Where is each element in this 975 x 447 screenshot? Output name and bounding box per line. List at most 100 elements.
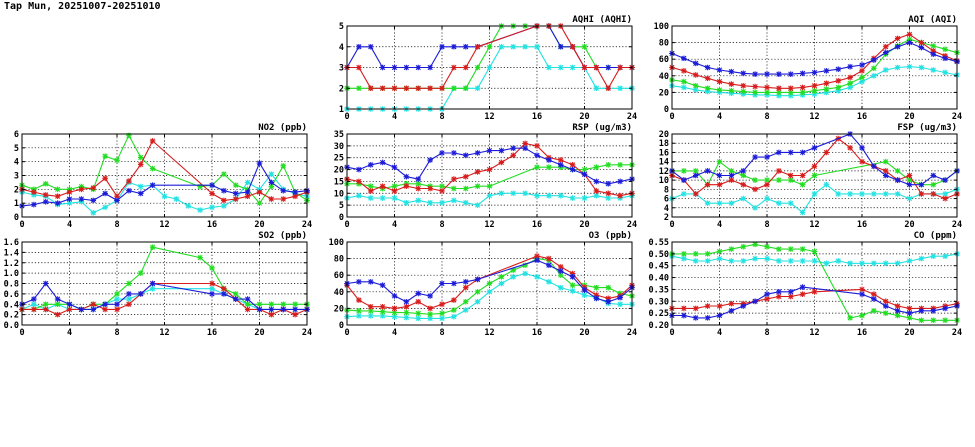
y-tick-label: 5 bbox=[14, 144, 19, 154]
data-point-red bbox=[557, 264, 564, 270]
data-point-red bbox=[379, 85, 386, 92]
data-point-green bbox=[379, 308, 386, 315]
chart-title: FSP (ug/m3) bbox=[897, 123, 957, 133]
data-point-cyan bbox=[704, 258, 711, 264]
data-point-green bbox=[692, 82, 699, 89]
data-point-green bbox=[356, 85, 362, 92]
x-tick-label: 24 bbox=[952, 112, 962, 122]
series-line-green bbox=[672, 161, 958, 186]
data-point-blue bbox=[605, 181, 612, 187]
data-point-red bbox=[569, 162, 576, 168]
data-point-cyan bbox=[379, 313, 386, 319]
x-tick-label: 20 bbox=[904, 328, 914, 338]
data-point-blue bbox=[918, 181, 925, 188]
data-point-green bbox=[593, 164, 600, 170]
data-point-red bbox=[356, 178, 362, 185]
data-point-green bbox=[391, 309, 398, 316]
x-tick-label: 12 bbox=[809, 220, 819, 230]
data-point-red bbox=[740, 82, 747, 89]
data-point-cyan bbox=[918, 255, 925, 262]
x-tick-label: 8 bbox=[114, 328, 119, 338]
data-point-red bbox=[356, 297, 362, 303]
data-point-green bbox=[871, 307, 877, 314]
data-point-blue bbox=[66, 196, 73, 202]
data-point-green bbox=[114, 157, 120, 164]
data-point-green bbox=[787, 246, 794, 252]
data-point-blue bbox=[280, 306, 287, 313]
data-point-green bbox=[617, 162, 623, 168]
data-point-cyan bbox=[379, 195, 386, 201]
data-point-cyan bbox=[906, 195, 913, 202]
chart-title: SO2 (ppb) bbox=[258, 231, 307, 241]
x-tick-label: 8 bbox=[114, 220, 119, 230]
data-point-red bbox=[728, 300, 735, 307]
data-point-red bbox=[882, 298, 889, 305]
data-point-green bbox=[439, 310, 445, 317]
data-point-green bbox=[268, 183, 275, 190]
y-tick-label: 10 bbox=[334, 189, 344, 199]
data-point-red bbox=[716, 78, 723, 85]
data-point-blue bbox=[356, 166, 362, 173]
chart-title: AQI (AQI) bbox=[908, 15, 957, 25]
y-tick-label: 40 bbox=[334, 288, 344, 298]
data-point-red bbox=[546, 255, 552, 262]
data-point-blue bbox=[811, 69, 818, 76]
data-point-red bbox=[403, 85, 410, 92]
data-point-cyan bbox=[439, 199, 445, 206]
data-point-red bbox=[811, 289, 818, 295]
data-point-cyan bbox=[764, 255, 770, 262]
data-point-blue bbox=[918, 307, 925, 314]
data-point-blue bbox=[617, 294, 623, 301]
data-point-blue bbox=[137, 291, 144, 297]
data-point-blue bbox=[546, 157, 552, 163]
data-point-blue bbox=[391, 293, 398, 299]
data-point-green bbox=[126, 280, 132, 287]
data-point-red bbox=[379, 303, 386, 310]
data-point-blue bbox=[799, 284, 806, 290]
data-point-green bbox=[930, 317, 937, 324]
data-point-green bbox=[752, 241, 758, 248]
data-point-blue bbox=[557, 268, 564, 274]
data-point-blue bbox=[787, 71, 794, 77]
data-point-red bbox=[593, 64, 600, 71]
data-point-blue bbox=[942, 177, 948, 183]
data-point-green bbox=[716, 87, 723, 93]
data-point-cyan bbox=[752, 204, 758, 211]
x-tick-label: 8 bbox=[439, 328, 444, 338]
data-point-red bbox=[391, 305, 398, 312]
y-tick-label: 4 bbox=[664, 204, 669, 214]
data-point-blue bbox=[137, 190, 144, 197]
data-point-cyan bbox=[823, 181, 830, 188]
data-point-red bbox=[799, 172, 806, 179]
data-point-blue bbox=[871, 163, 877, 170]
data-point-red bbox=[918, 191, 925, 197]
data-point-green bbox=[126, 132, 132, 139]
data-point-blue bbox=[557, 43, 564, 50]
data-point-cyan bbox=[894, 260, 901, 267]
data-point-green bbox=[149, 244, 156, 250]
x-tick-label: 16 bbox=[857, 220, 867, 230]
data-point-green bbox=[859, 312, 865, 319]
data-point-cyan bbox=[787, 258, 794, 264]
x-tick-label: 20 bbox=[579, 220, 589, 230]
series-line-red bbox=[672, 288, 958, 309]
data-point-blue bbox=[391, 164, 398, 170]
x-tick-label: 4 bbox=[392, 220, 397, 230]
y-tick-label: 1.4 bbox=[4, 248, 19, 258]
data-point-blue bbox=[31, 296, 37, 302]
data-point-green bbox=[546, 164, 552, 170]
data-point-blue bbox=[427, 293, 433, 299]
data-point-blue bbox=[232, 190, 239, 197]
y-tick-label: 6 bbox=[664, 195, 669, 205]
data-point-blue bbox=[906, 39, 913, 46]
x-tick-label: 0 bbox=[669, 112, 674, 122]
data-point-green bbox=[847, 80, 853, 87]
data-point-cyan bbox=[498, 280, 505, 287]
data-point-red bbox=[244, 306, 251, 313]
data-point-cyan bbox=[581, 195, 588, 201]
data-point-cyan bbox=[427, 315, 433, 322]
data-point-blue bbox=[486, 147, 493, 154]
y-tick-label: 0.6 bbox=[4, 290, 19, 300]
data-point-blue bbox=[221, 291, 227, 297]
